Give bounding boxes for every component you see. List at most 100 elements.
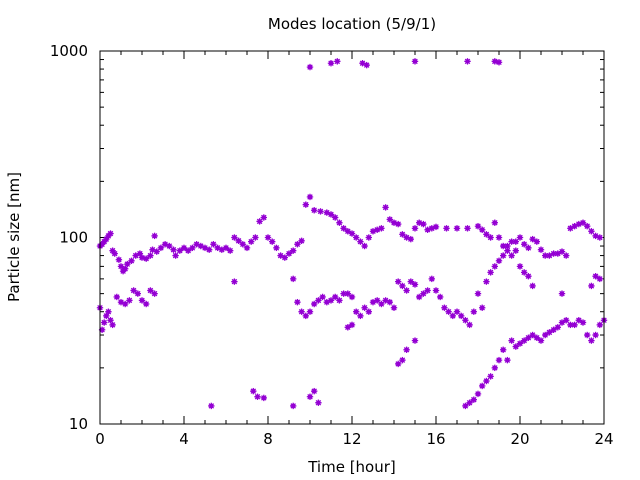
data-point: [243, 244, 251, 252]
data-point: [254, 393, 261, 400]
data-point: [105, 308, 112, 315]
data-point: [170, 246, 177, 253]
data-point: [395, 220, 402, 228]
data-point: [420, 290, 427, 297]
data-point: [596, 275, 603, 283]
data-point: [302, 201, 309, 208]
data-point: [449, 312, 456, 320]
x-tick-label: 0: [95, 430, 105, 448]
data-point: [592, 273, 599, 280]
data-point: [500, 346, 507, 353]
data-point: [470, 308, 477, 315]
data-point: [512, 343, 519, 350]
data-point: [386, 298, 393, 306]
data-point: [239, 241, 246, 248]
data-point: [474, 390, 482, 398]
data-point: [495, 59, 503, 66]
x-tick-label: 12: [342, 430, 361, 448]
data-point: [558, 248, 566, 255]
data-point: [157, 244, 165, 252]
data-point: [248, 238, 255, 245]
data-point: [437, 293, 444, 301]
data-point: [399, 231, 406, 238]
data-point: [269, 238, 276, 245]
data-point: [378, 300, 385, 308]
data-point: [256, 218, 263, 225]
data-point: [529, 282, 536, 290]
data-point: [588, 228, 595, 235]
data-point: [306, 63, 314, 71]
data-point: [332, 214, 339, 221]
data-point: [336, 297, 343, 304]
data-point: [390, 304, 398, 311]
data-point: [483, 231, 490, 238]
data-point: [290, 247, 297, 254]
data-point: [290, 275, 297, 283]
data-point: [311, 300, 318, 308]
data-point: [208, 402, 215, 410]
data-point: [508, 238, 515, 245]
data-point: [222, 244, 230, 252]
data-point: [453, 308, 461, 315]
data-point: [252, 234, 259, 241]
data-point: [306, 193, 314, 201]
data-point: [411, 225, 419, 232]
data-point: [386, 216, 393, 223]
data-point: [311, 207, 318, 214]
data-point: [521, 241, 528, 248]
data-point: [453, 225, 461, 232]
data-point: [298, 308, 305, 315]
data-point: [403, 287, 410, 294]
data-point: [348, 230, 356, 237]
data-point: [495, 257, 503, 265]
data-point: [134, 290, 141, 297]
data-point: [542, 331, 549, 339]
data-point: [319, 293, 326, 301]
data-point: [250, 387, 257, 395]
plot-frame: [99, 50, 605, 425]
data-point: [432, 287, 440, 294]
data-point: [537, 337, 545, 344]
data-point: [340, 225, 347, 232]
data-point: [348, 321, 356, 329]
data-point: [558, 290, 566, 297]
data-point: [395, 360, 402, 368]
data-point: [491, 263, 498, 270]
data-point: [592, 331, 599, 339]
data-point: [525, 273, 532, 280]
data-point: [115, 256, 123, 263]
data-point: [483, 278, 490, 285]
data-point: [495, 356, 503, 364]
y-tick-label: 1000: [50, 42, 88, 60]
data-point: [285, 250, 293, 257]
data-point: [432, 223, 440, 231]
data-point: [327, 211, 335, 218]
data-point: [504, 247, 511, 254]
data-point: [458, 312, 465, 320]
data-point: [264, 234, 272, 241]
data-point: [357, 238, 364, 245]
data-point: [147, 287, 154, 294]
data-point: [172, 252, 179, 259]
data-point: [306, 308, 314, 315]
data-point: [500, 252, 507, 259]
data-point: [554, 324, 561, 331]
data-point: [550, 326, 557, 333]
data-point: [126, 297, 133, 304]
data-point: [521, 269, 528, 276]
data-point: [323, 298, 330, 306]
data-point: [407, 278, 414, 285]
data-point: [334, 58, 341, 65]
data-point: [443, 225, 450, 232]
data-point: [294, 298, 301, 306]
data-point: [399, 356, 406, 364]
data-point: [206, 246, 213, 253]
data-point: [176, 247, 183, 254]
data-point: [122, 300, 129, 308]
data-point: [487, 373, 494, 380]
data-point: [563, 252, 570, 259]
data-point: [348, 293, 356, 301]
data-point: [588, 337, 595, 344]
x-tick-label: 4: [179, 430, 189, 448]
